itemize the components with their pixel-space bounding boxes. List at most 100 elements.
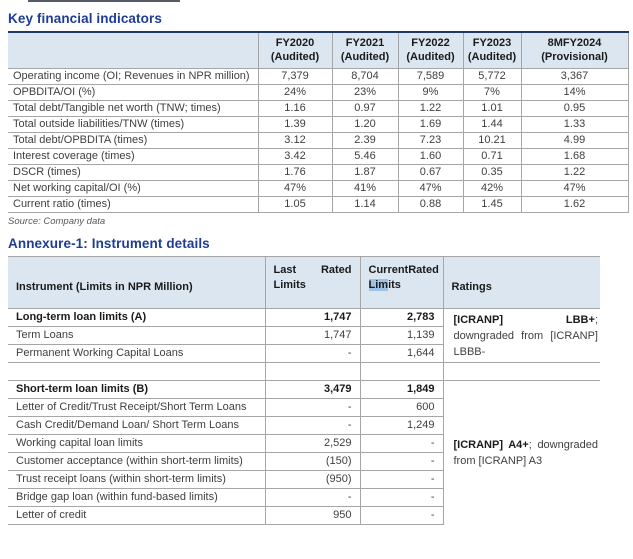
cell-current-limit: 1,139 bbox=[360, 326, 444, 345]
cell-current-limit: 1,249 bbox=[360, 416, 444, 435]
cell-value: 1.14 bbox=[332, 196, 399, 213]
row-label: Permanent Working Capital Loans bbox=[8, 344, 266, 363]
cell-current-limit: 1,644 bbox=[360, 344, 444, 363]
cell-value: 1.68 bbox=[521, 148, 629, 165]
cell-value: 1.01 bbox=[463, 100, 522, 117]
header-line2: Limits bbox=[368, 278, 435, 293]
row-label: Operating income (OI; Revenues in NPR mi… bbox=[8, 68, 259, 85]
cell-value: 1.87 bbox=[332, 164, 399, 181]
cell-value: 7,589 bbox=[398, 68, 464, 85]
row-label: DSCR (times) bbox=[8, 164, 259, 181]
header-line1: Last Rated bbox=[274, 263, 352, 278]
empty-cell bbox=[8, 362, 266, 381]
empty-cell bbox=[360, 362, 444, 381]
row-label: Total debt/OPBDITA (times) bbox=[8, 132, 259, 149]
cell-value: 42% bbox=[463, 180, 522, 197]
column-header-fy2022: FY2022 (Audited) bbox=[398, 32, 464, 69]
cell-value: 1.69 bbox=[398, 116, 464, 133]
cell-value: 9% bbox=[398, 84, 464, 101]
cell-current-limit: - bbox=[360, 434, 444, 453]
cell-value: 1.76 bbox=[258, 164, 333, 181]
cell-value: 1.62 bbox=[521, 196, 629, 213]
cell-value: 1.05 bbox=[258, 196, 333, 213]
rating-value: [ICRANP] A4+ bbox=[453, 438, 529, 451]
rating-detail: ; downgraded from [ICRANP] A3 bbox=[453, 438, 599, 467]
cell-current-limit: 1,849 bbox=[360, 380, 444, 399]
rating-detail: ; downgraded from [ICRANP] LBBB- bbox=[453, 313, 599, 358]
table-row: Bridge gap loan (within fund-based limit… bbox=[8, 488, 600, 507]
instrument-details-table: Instrument (Limits in NPR Million) Last … bbox=[8, 256, 600, 525]
table-row: Operating income (OI; Revenues in NPR mi… bbox=[8, 68, 629, 85]
table-row: DSCR (times) 1.76 1.87 0.67 0.35 1.22 bbox=[8, 164, 629, 181]
cell-value: 2.39 bbox=[332, 132, 399, 149]
cell-value: 7.23 bbox=[398, 132, 464, 149]
rating-text: [ICRANP] LBB+; downgraded from [ICRANP] … bbox=[454, 312, 599, 360]
cell-value: 14% bbox=[521, 84, 629, 101]
table-row: Total outside liabilities/TNW (times) 1.… bbox=[8, 116, 629, 133]
cell-last-limit: - bbox=[265, 416, 361, 435]
table-row: Cash Credit/Demand Loan/ Short Term Loan… bbox=[8, 416, 600, 435]
cell-value: 1.20 bbox=[332, 116, 399, 133]
cell-value: 47% bbox=[398, 180, 464, 197]
table-row: Trust receipt loans (within short-term l… bbox=[8, 470, 600, 489]
cell-value: 10.21 bbox=[463, 132, 522, 149]
row-label: Interest coverage (times) bbox=[8, 148, 259, 165]
financial-indicators-table: FY2020 (Audited) FY2021 (Audited) FY2022… bbox=[8, 31, 629, 213]
column-header-fy2020: FY2020 (Audited) bbox=[258, 32, 333, 69]
cell-value: 0.95 bbox=[521, 100, 629, 117]
text-selection-highlight: Lim bbox=[368, 279, 389, 291]
cell-last-limit: 2,529 bbox=[265, 434, 361, 453]
row-label: Working capital loan limits bbox=[8, 434, 266, 453]
cell-value: 0.97 bbox=[332, 100, 399, 117]
column-header-line1: FY2020 bbox=[275, 37, 315, 49]
cell-value: 0.71 bbox=[463, 148, 522, 165]
table-row: OPBDITA/OI (%) 24% 23% 9% 7% 14% bbox=[8, 84, 629, 101]
table-row: Total debt/OPBDITA (times) 3.12 2.39 7.2… bbox=[8, 132, 629, 149]
column-header-fy2023: FY2023 (Audited) bbox=[463, 32, 522, 69]
cell-current-limit: - bbox=[360, 470, 444, 489]
row-label: Current ratio (times) bbox=[8, 196, 259, 213]
cell-last-limit: 1,747 bbox=[265, 326, 361, 345]
table-row-longterm-total: Long-term loan limits (A) 1,747 2,783 [I… bbox=[8, 308, 600, 358]
column-header-current-rated-limits: Current Rated Limits bbox=[360, 256, 444, 309]
cell-value: 7,379 bbox=[258, 68, 333, 85]
cell-last-limit: 1,747 bbox=[265, 308, 361, 327]
row-label: Total debt/Tangible net worth (TNW; time… bbox=[8, 100, 259, 117]
row-label: Term Loans bbox=[8, 326, 266, 345]
row-label: OPBDITA/OI (%) bbox=[8, 84, 259, 101]
header-line1: Current Rated bbox=[369, 263, 439, 278]
cell-value: 1.22 bbox=[521, 164, 629, 181]
table-row-spacer bbox=[8, 362, 600, 381]
cell-last-limit: - bbox=[265, 398, 361, 417]
column-header-line1: FY2022 bbox=[411, 37, 450, 49]
table-row: Interest coverage (times) 3.42 5.46 1.60… bbox=[8, 148, 629, 165]
header-empty-cell bbox=[8, 32, 259, 69]
row-label: Short-term loan limits (B) bbox=[8, 380, 266, 399]
report-page: Key financial indicators FY2020 (Audited… bbox=[8, 0, 629, 525]
cell-value: 41% bbox=[332, 180, 399, 197]
cell-value: 1.22 bbox=[398, 100, 464, 117]
cell-value: 3.12 bbox=[258, 132, 333, 149]
cell-value: 47% bbox=[258, 180, 333, 197]
header-word: its bbox=[388, 279, 401, 291]
cell-value: 1.16 bbox=[258, 100, 333, 117]
empty-cell bbox=[265, 362, 361, 381]
table-row: Permanent Working Capital Loans - 1,644 bbox=[8, 344, 600, 363]
row-label: Customer acceptance (within short-term l… bbox=[8, 452, 266, 471]
rating-value: [ICRANP] LBB+ bbox=[453, 313, 595, 326]
cell-current-limit: - bbox=[360, 506, 444, 525]
table-row: Term Loans 1,747 1,139 bbox=[8, 326, 600, 345]
cell-last-limit: (150) bbox=[265, 452, 361, 471]
header-word: Rated bbox=[320, 264, 352, 276]
cell-value: 4.99 bbox=[521, 132, 629, 149]
cell-value: 3.42 bbox=[258, 148, 333, 165]
cell-current-limit: 600 bbox=[360, 398, 444, 417]
column-header-8mfy2024: 8MFY2024 (Provisional) bbox=[521, 32, 629, 69]
header-line2: Limits bbox=[273, 279, 306, 291]
financial-table-header-row: FY2020 (Audited) FY2021 (Audited) FY2022… bbox=[8, 32, 629, 69]
row-label: Total outside liabilities/TNW (times) bbox=[8, 116, 259, 133]
rating-gap-cell bbox=[443, 362, 600, 381]
cell-current-limit: 2,783 bbox=[360, 308, 444, 327]
section-title-annexure-1: Annexure-1: Instrument details bbox=[8, 236, 210, 251]
cell-value: 7% bbox=[463, 84, 522, 101]
